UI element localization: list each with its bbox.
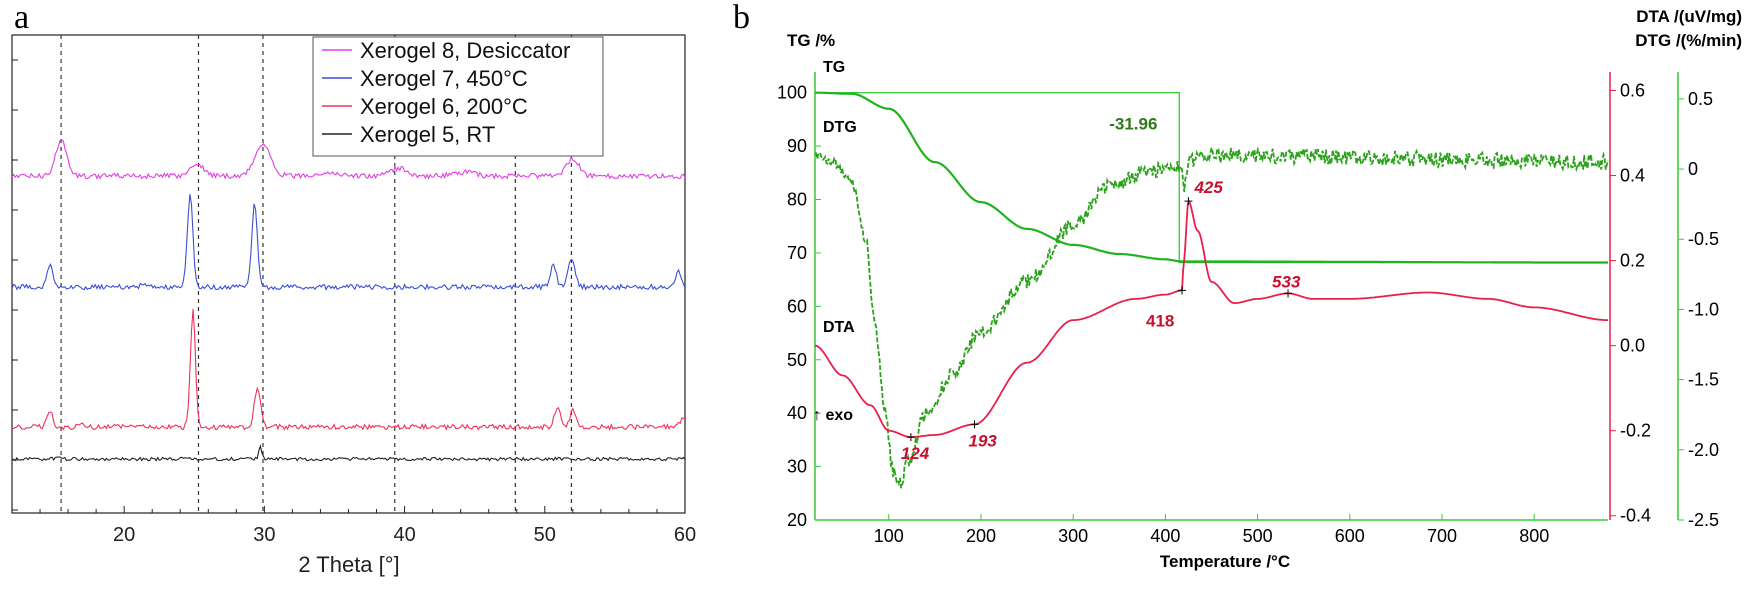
panel-b-series-group [814, 91, 1609, 489]
x-tick-label: 30 [253, 524, 275, 546]
x-tick-label: 20 [113, 524, 135, 546]
peak-label: 193 [969, 431, 998, 450]
dtg-tick-label: 0.5 [1688, 89, 1713, 109]
peak-label: 418 [1146, 311, 1174, 330]
panel-a-letter: a [14, 0, 29, 36]
x-tick-label: 700 [1427, 526, 1457, 546]
dta-tick-label: 0.4 [1620, 166, 1645, 186]
x-tick-label: 500 [1243, 526, 1273, 546]
x-tick-label: 40 [393, 524, 415, 546]
tg-curve-label: TG [823, 59, 845, 76]
peak-marker [1284, 289, 1293, 298]
dta-tick-label: 0.2 [1620, 251, 1645, 271]
dta-tick-label: -0.4 [1620, 506, 1651, 526]
tg-tick-label: 30 [787, 457, 807, 477]
series-line-dta [814, 198, 1608, 438]
dtg-tick-label: 0 [1688, 159, 1698, 179]
peak-label: 425 [1193, 178, 1223, 197]
tg-tick-label: 100 [777, 83, 807, 103]
exo-indicator-label: ↑ exo [813, 407, 853, 424]
x-tick-label: 100 [874, 526, 904, 546]
legend-item-label: Xerogel 8, Desiccator [360, 38, 570, 63]
x-tick-label: 50 [534, 524, 556, 546]
x-tick-label: 800 [1519, 526, 1549, 546]
panel-a-series-group [11, 139, 686, 462]
dtg-tick-label: -0.5 [1688, 229, 1719, 249]
dta-tick-label: 0.0 [1620, 336, 1645, 356]
panel-a-legend: Xerogel 8, Desiccator Xerogel 7, 450°C Xer… [312, 36, 604, 157]
dtg-axis-title: DTG /(%/min) [1635, 31, 1742, 50]
panel-a-xrd-chart: a 20 30 40 50 60 2 Theta [°] Xerogel 8, Desi… [11, 0, 696, 577]
series-line-xerogel-6 [11, 308, 686, 431]
dtg-tick-label: -1.5 [1688, 370, 1719, 390]
legend-box [312, 36, 604, 157]
dta-tick-label: 0.6 [1620, 81, 1645, 101]
series-line-xerogel-7 [11, 194, 686, 291]
panel-a-x-axis-label: 2 Theta [°] [298, 552, 399, 577]
dtg-tick-label: -2.5 [1688, 510, 1719, 530]
dtg-curve-label: DTG [823, 119, 857, 136]
peak-marker [1184, 197, 1193, 206]
tg-tick-label: 40 [787, 403, 807, 423]
mass-loss-label: -31.96 [1109, 115, 1157, 134]
series-line-xerogel-5 [11, 443, 686, 462]
dta-curve-label: DTA [823, 319, 855, 336]
tg-tick-label: 90 [787, 136, 807, 156]
series-line-tg [815, 91, 1608, 264]
peak-label: 533 [1272, 272, 1301, 291]
legend-item-label: Xerogel 6, 200°C [360, 94, 528, 119]
tg-tick-label: 50 [787, 350, 807, 370]
legend-item-label: Xerogel 5, RT [360, 122, 495, 147]
panel-b-x-axis-label: Temperature /°C [1160, 552, 1290, 571]
tg-tick-label: 60 [787, 296, 807, 316]
panel-b-thermal-chart: b TG /% DTA /(uV/mg) DTG /(%/min) 20 30 40… [733, 0, 1742, 571]
legend-item-label: Xerogel 7, 450°C [360, 66, 528, 91]
dtg-tick-label: -1.0 [1688, 299, 1719, 319]
x-tick-label: 300 [1058, 526, 1088, 546]
dtg-tick-label: -2.0 [1688, 440, 1719, 460]
tg-axis-title: TG /% [787, 31, 835, 50]
dta-axis-title: DTA /(uV/mg) [1636, 7, 1742, 26]
peak-marker [1177, 286, 1186, 295]
x-tick-label: 200 [966, 526, 996, 546]
panel-b-axes: 20 30 40 50 60 70 80 90 100 -0.4 -0.2 0.0 0.2 0.4 0.6 -… [777, 72, 1719, 546]
peak-marker [906, 433, 915, 442]
x-tick-label: 60 [674, 524, 696, 546]
tg-tick-label: 70 [787, 243, 807, 263]
x-tick-label: 400 [1150, 526, 1180, 546]
peak-label: 124 [901, 444, 930, 463]
panel-a-x-axis: 20 30 40 50 60 [39, 506, 696, 546]
panel-b-letter: b [733, 0, 750, 36]
series-line-xerogel-8 [11, 139, 686, 180]
tg-tick-label: 80 [787, 190, 807, 210]
series-line-dtg [814, 146, 1609, 489]
panel-b-annotations: -31.96 124 193 418 425 533 [901, 115, 1301, 463]
dta-tick-label: -0.2 [1620, 421, 1651, 441]
x-tick-label: 600 [1335, 526, 1365, 546]
peak-marker [970, 420, 979, 429]
tg-tick-label: 20 [787, 510, 807, 530]
